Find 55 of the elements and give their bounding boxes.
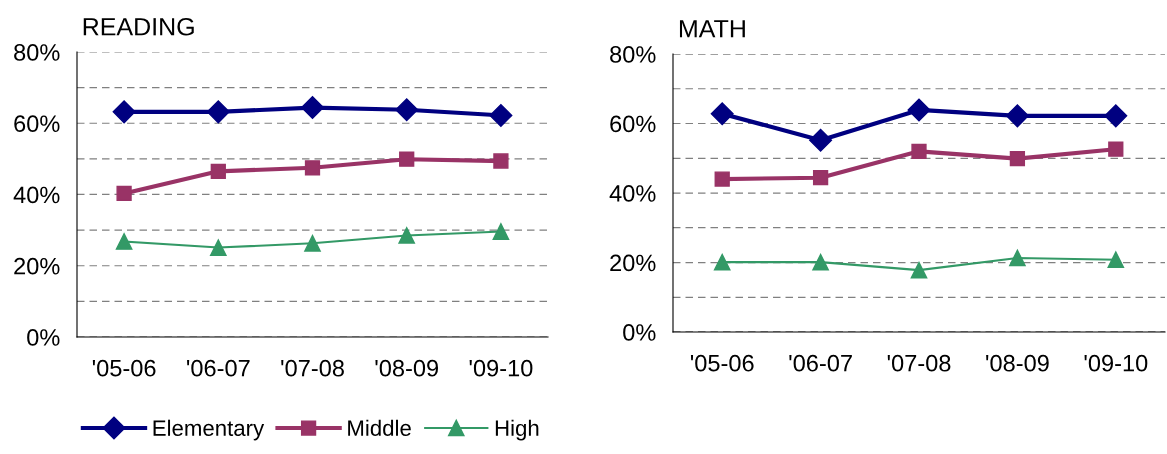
point	[1009, 249, 1026, 267]
point	[1005, 104, 1029, 128]
point	[713, 253, 731, 271]
chart-title: READING	[83, 17, 194, 36]
x-tick-label: '06-07	[789, 354, 852, 372]
y-tick-label: 60%	[610, 115, 656, 133]
point	[1107, 251, 1125, 269]
point	[910, 261, 928, 279]
point	[209, 239, 227, 256]
point	[907, 98, 931, 122]
point	[395, 98, 419, 122]
x-tick-label: '05-06	[690, 354, 754, 372]
point	[115, 233, 133, 250]
point	[710, 102, 734, 126]
point	[812, 170, 829, 186]
x-tick-label: '07-08	[887, 354, 951, 372]
point	[809, 128, 833, 152]
point	[1104, 104, 1128, 128]
point	[206, 100, 230, 124]
point	[399, 151, 415, 167]
point	[493, 153, 509, 169]
y-tick-label: 0%	[623, 324, 656, 341]
point	[116, 185, 132, 202]
point	[492, 223, 510, 240]
y-tick-label: 80%	[14, 44, 60, 61]
legend-label: Middle	[348, 419, 411, 437]
legend-label: High	[495, 419, 539, 441]
point	[1108, 141, 1124, 157]
y-tick-label: 40%	[13, 186, 60, 204]
x-tick-label: '05-06	[92, 359, 156, 377]
point	[304, 160, 321, 176]
y-tick-label: 20%	[14, 257, 60, 275]
point	[812, 253, 829, 271]
x-tick-label: '08-09	[986, 354, 1049, 372]
x-tick-label: '07-08	[281, 359, 344, 377]
point	[714, 171, 730, 187]
point	[398, 227, 416, 244]
point	[489, 103, 513, 127]
legend-label: Elementary	[153, 419, 265, 441]
point	[210, 163, 226, 179]
point	[304, 234, 321, 252]
y-tick-label: 40%	[609, 185, 656, 202]
point	[301, 96, 324, 120]
x-tick-label: '06-07	[187, 359, 250, 377]
x-tick-label: '09-10	[1084, 354, 1148, 372]
y-tick-label: 0%	[27, 329, 60, 346]
y-tick-label: 80%	[610, 46, 656, 63]
x-tick-label: '09-10	[469, 359, 533, 377]
x-tick-label: '08-09	[375, 359, 439, 377]
point	[911, 143, 927, 159]
chart-title: MATH	[679, 20, 745, 38]
point	[112, 100, 136, 124]
y-tick-label: 60%	[14, 115, 60, 133]
y-tick-label: 20%	[610, 254, 656, 272]
point	[1009, 150, 1026, 167]
